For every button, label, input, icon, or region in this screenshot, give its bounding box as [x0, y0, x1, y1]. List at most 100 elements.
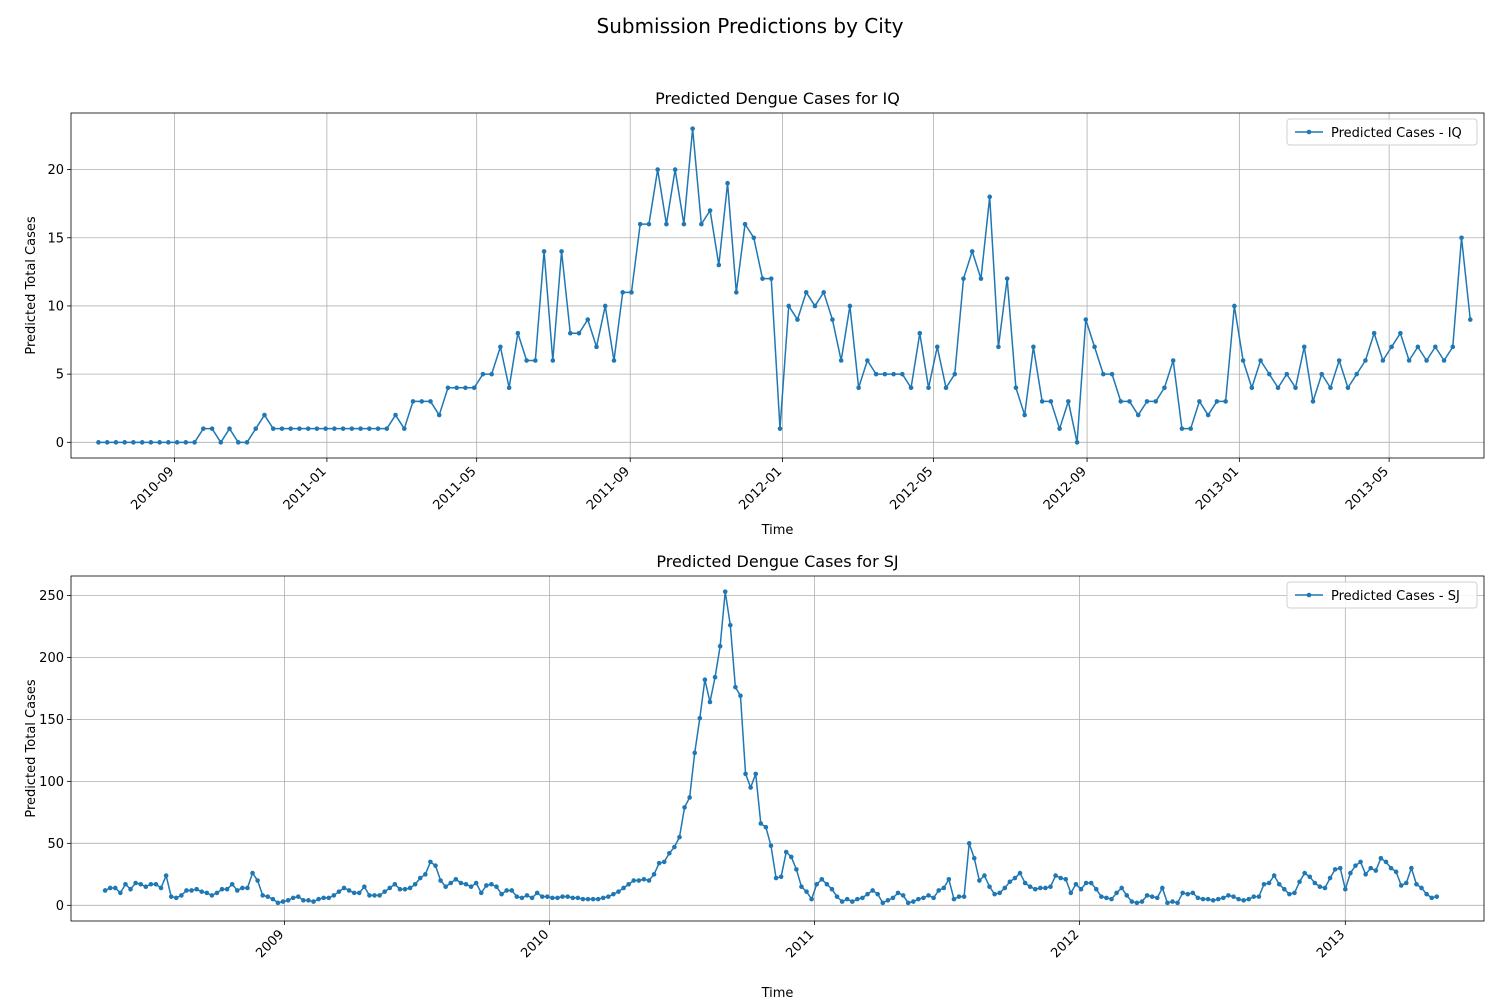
sj-data-point — [423, 872, 428, 877]
iq-series-line — [98, 127, 1472, 444]
sj-data-point — [1282, 886, 1287, 892]
sj-y-tick-label: 250 — [39, 589, 64, 604]
iq-data-point — [1118, 399, 1124, 404]
sj-data-point — [326, 895, 332, 901]
sj-data-point — [687, 795, 692, 800]
sj-data-point — [341, 885, 347, 891]
sj-data-point — [468, 884, 474, 890]
sj-data-point — [1048, 884, 1053, 890]
iq-data-point — [707, 208, 713, 213]
sj-data-point — [611, 891, 616, 897]
sj-data-point — [626, 881, 631, 887]
sj-data-point — [1337, 865, 1343, 871]
sj-data-point — [529, 895, 535, 901]
iq-data-point — [1092, 344, 1097, 350]
iq-x-tick-label: 2013-05 — [1343, 464, 1392, 513]
sj-data-point — [194, 886, 199, 892]
sj-data-point — [733, 684, 738, 690]
sj-data-point — [580, 896, 586, 902]
sj-axes-frame — [70, 575, 1485, 922]
iq-data-point — [1249, 385, 1255, 391]
iq-data-point — [104, 440, 110, 445]
sj-data-point — [1027, 884, 1033, 890]
sj-data-point — [407, 885, 413, 891]
sj-data-point — [1414, 881, 1419, 887]
sj-data-point — [158, 885, 164, 891]
iq-data-point — [602, 303, 608, 309]
sj-data-point — [738, 693, 743, 699]
iq-data-point — [471, 385, 477, 391]
sj-x-tick-label: 2010 — [518, 927, 552, 961]
iq-data-point — [734, 290, 739, 295]
iq-data-point — [1074, 440, 1080, 445]
sj-data-point — [575, 895, 581, 901]
sj-data-point — [778, 874, 784, 880]
iq-data-point — [375, 426, 381, 431]
sj-legend-marker-swatch — [1306, 592, 1312, 598]
sj-data-point — [560, 894, 565, 899]
iq-data-point — [664, 221, 669, 227]
iq-data-point — [1336, 358, 1342, 363]
sj-data-point — [1190, 890, 1196, 896]
sj-data-point — [946, 876, 952, 882]
sj-data-point — [1373, 868, 1379, 873]
sj-data-point — [133, 880, 138, 886]
sj-y-tick-label: 100 — [39, 775, 64, 790]
sj-data-point — [1276, 881, 1282, 887]
sj-data-point — [834, 894, 840, 899]
sj-data-point — [1124, 893, 1130, 898]
sj-data-point — [1200, 896, 1206, 902]
sj-data-point — [1429, 895, 1435, 901]
iq-data-point — [323, 426, 328, 431]
sj-data-point — [702, 677, 708, 682]
iq-data-point — [1162, 385, 1167, 391]
sj-data-point — [1292, 890, 1297, 896]
sj-data-point — [143, 884, 149, 890]
sj-data-point — [245, 885, 250, 891]
iq-data-point — [559, 249, 564, 254]
sj-data-point — [1393, 869, 1399, 875]
sj-data-point — [1144, 893, 1150, 898]
iq-data-point — [585, 317, 591, 322]
iq-data-point — [445, 385, 451, 391]
sj-data-point — [722, 589, 728, 594]
sj-data-point — [794, 867, 799, 872]
sj-data-point — [1307, 874, 1313, 880]
iq-data-point — [1310, 399, 1316, 404]
sj-data-point — [1032, 886, 1038, 892]
iq-data-point — [1048, 399, 1054, 404]
iq-data-point — [690, 126, 695, 131]
sj-data-point — [1343, 886, 1348, 892]
iq-data-point — [1354, 371, 1359, 377]
sj-data-point — [123, 881, 128, 887]
sj-data-point — [1058, 875, 1063, 881]
sj-data-point — [321, 895, 326, 901]
sj-y-axis-label: Predicted Total Cases — [24, 679, 39, 817]
sj-data-point — [855, 896, 860, 902]
sj-data-point — [677, 834, 682, 840]
iq-chart-title: Predicted Dengue Cases for IQ — [655, 89, 900, 108]
sj-data-point — [1012, 875, 1018, 881]
sj-data-point — [1180, 890, 1185, 896]
sj-data-point — [814, 881, 820, 887]
iq-data-point — [1258, 358, 1263, 363]
sj-data-point — [631, 878, 637, 883]
sj-data-point — [1317, 884, 1323, 890]
iq-data-point — [803, 290, 809, 295]
iq-data-point — [332, 426, 337, 431]
iq-data-point — [279, 426, 285, 431]
iq-data-point — [288, 426, 293, 431]
iq-y-tick-label: 5 — [56, 368, 64, 383]
iq-data-point — [751, 235, 757, 241]
iq-data-point — [1205, 412, 1211, 418]
sj-data-point — [804, 889, 809, 894]
sj-data-point — [473, 880, 479, 886]
sj-data-point — [936, 888, 941, 893]
iq-data-point — [1031, 344, 1036, 350]
sj-data-point — [824, 881, 830, 887]
sj-data-point — [1353, 863, 1358, 868]
iq-data-point — [655, 167, 660, 172]
iq-data-point — [830, 317, 835, 322]
sj-series-line — [104, 590, 1437, 904]
